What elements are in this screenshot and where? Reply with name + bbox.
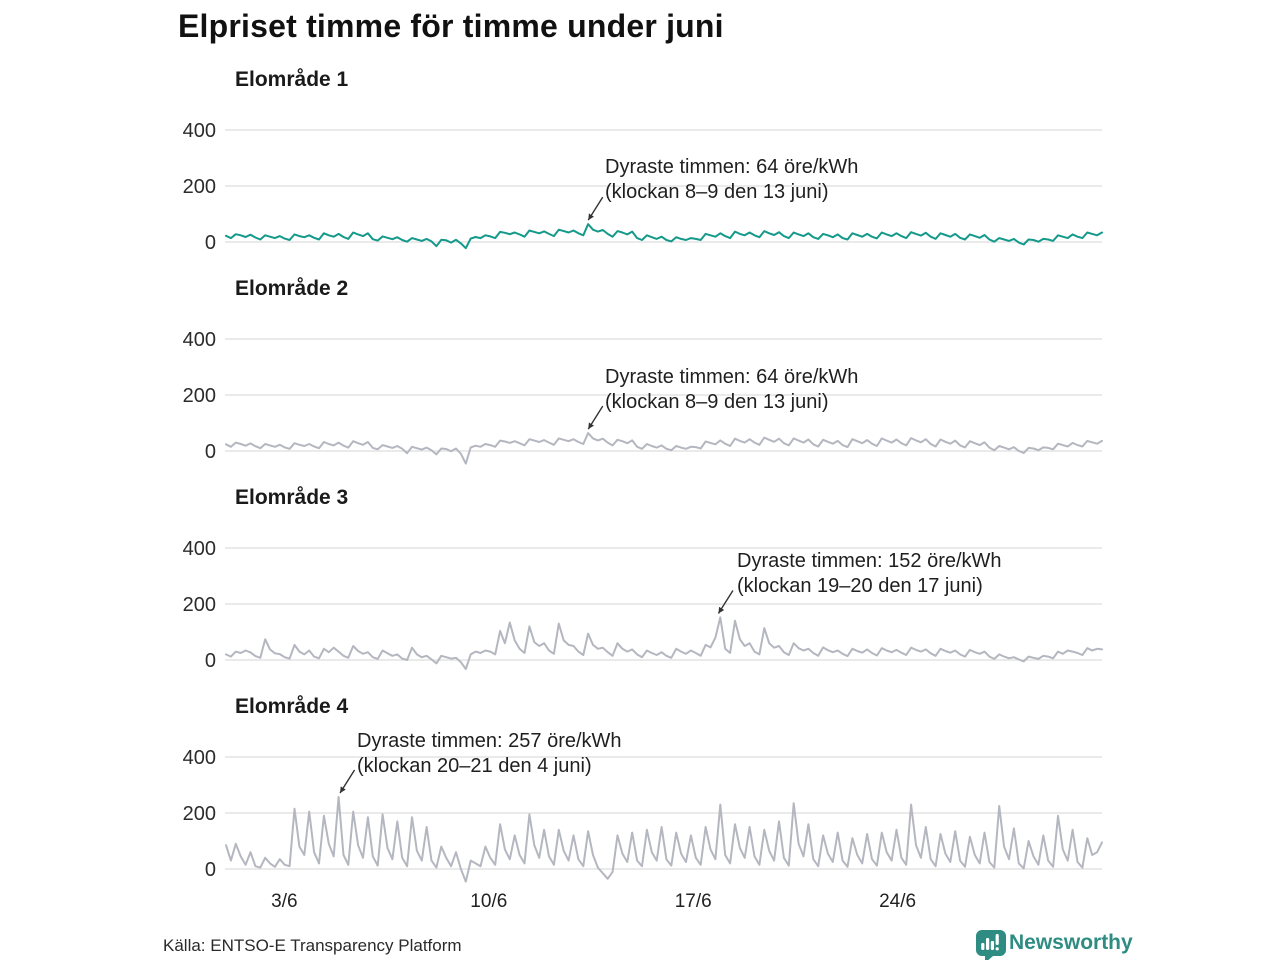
annotation-elomrade-2: Dyraste timmen: 64 öre/kWh (klockan 8–9 … bbox=[605, 365, 858, 415]
y-tick-label: 400 bbox=[183, 747, 216, 769]
elomrade-3-line-chart: 400 200 0 bbox=[183, 538, 1103, 672]
annotation-line2: (klockan 8–9 den 13 juni) bbox=[605, 391, 829, 413]
chart-title-elomrade-3: Elområde 3 bbox=[235, 486, 349, 509]
newsworthy-logo-icon bbox=[976, 930, 1006, 960]
x-tick-label: 3/6 bbox=[271, 891, 298, 912]
x-tick-label: 17/6 bbox=[674, 891, 712, 912]
annotation-line2: (klockan 20–21 den 4 juni) bbox=[357, 755, 592, 777]
price-line bbox=[225, 432, 1103, 465]
y-tick-label: 200 bbox=[183, 594, 216, 616]
y-tick-label: 400 bbox=[183, 120, 216, 142]
page-title: Elpriset timme för timme under juni bbox=[178, 8, 724, 44]
price-line bbox=[225, 223, 1103, 250]
y-tick-label: 200 bbox=[183, 385, 216, 407]
chart-title-elomrade-4: Elområde 4 bbox=[235, 695, 349, 718]
x-tick-label: 24/6 bbox=[879, 891, 917, 912]
annotation-arrow bbox=[587, 405, 604, 430]
y-tick-label: 400 bbox=[183, 329, 216, 351]
y-tick-label: 400 bbox=[183, 538, 216, 560]
annotation-line1: Dyraste timmen: 257 öre/kWh bbox=[357, 730, 622, 752]
x-tick-label: 10/6 bbox=[470, 891, 508, 912]
newsworthy-logo-text: Newsworthy bbox=[1009, 931, 1133, 954]
y-tick-label: 0 bbox=[205, 232, 216, 254]
price-line bbox=[225, 616, 1103, 670]
annotation-elomrade-1: Dyraste timmen: 64 öre/kWh (klockan 8–9 … bbox=[605, 155, 858, 205]
chart-title-elomrade-2: Elområde 2 bbox=[235, 277, 349, 300]
annotation-line1: Dyraste timmen: 64 öre/kWh bbox=[605, 366, 859, 388]
annotation-line1: Dyraste timmen: 152 öre/kWh bbox=[737, 550, 1002, 572]
annotation-arrow bbox=[587, 196, 604, 221]
annotation-line1: Dyraste timmen: 64 öre/kWh bbox=[605, 156, 859, 178]
annotation-arrow bbox=[717, 590, 734, 614]
chart-title-elomrade-1: Elområde 1 bbox=[235, 68, 349, 91]
y-tick-label: 0 bbox=[205, 650, 216, 672]
x-axis: 3/6 10/6 17/6 24/6 bbox=[0, 891, 1280, 917]
y-tick-label: 200 bbox=[183, 176, 216, 198]
annotation-line2: (klockan 19–20 den 17 juni) bbox=[737, 575, 983, 597]
annotation-arrow bbox=[339, 769, 356, 794]
annotation-elomrade-3: Dyraste timmen: 152 öre/kWh (klockan 19–… bbox=[737, 549, 1002, 599]
newsworthy-logo: Newsworthy bbox=[975, 929, 1135, 960]
elomrade-4-line-chart: 400 200 0 bbox=[183, 747, 1103, 883]
y-tick-label: 0 bbox=[205, 859, 216, 881]
price-line bbox=[225, 796, 1103, 883]
y-tick-label: 200 bbox=[183, 803, 216, 825]
annotation-line2: (klockan 8–9 den 13 juni) bbox=[605, 181, 829, 203]
annotation-elomrade-4: Dyraste timmen: 257 öre/kWh (klockan 20–… bbox=[357, 729, 622, 779]
y-tick-label: 0 bbox=[205, 441, 216, 463]
source-text: Källa: ENTSO-E Transparency Platform bbox=[163, 936, 462, 955]
